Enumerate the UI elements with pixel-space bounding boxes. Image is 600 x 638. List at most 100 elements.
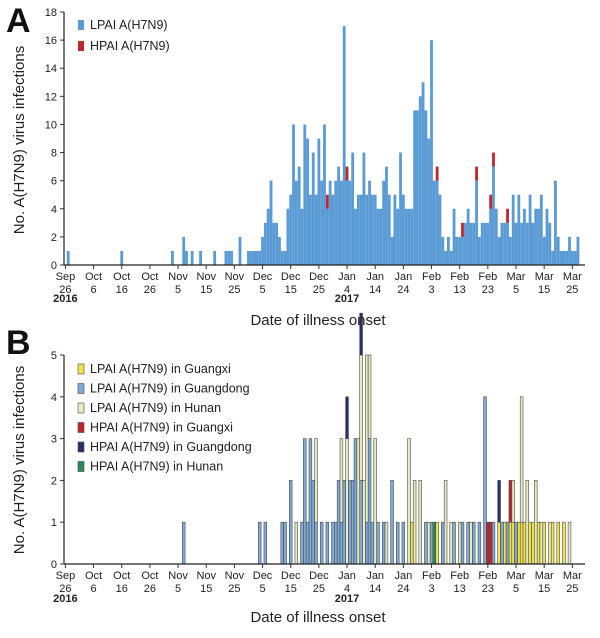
x-tick-month: Nov [196,271,216,283]
bar-guangdong-lpai [514,521,518,565]
bar-lpai [401,194,405,265]
bar-lpai [435,180,439,265]
bar-lpai [227,250,231,265]
bar-guangdong-lpai [500,521,504,565]
x-tick-year: 2017 [335,593,359,605]
bar-hunan-lpai [339,438,344,523]
bar-lpai [354,208,357,265]
panel-b-bars [181,312,572,565]
bar-lpai [483,222,487,265]
bar-guangxi-hpai [486,521,490,565]
x-tick-day: 24 [397,284,409,296]
y-tick-label: 12 [45,91,57,103]
bar-hunan-lpai [384,521,389,565]
bar-guangdong-lpai [365,521,369,565]
x-tick-day: 26 [144,583,156,595]
bar-lpai [466,208,470,265]
bar-lpai [494,208,498,265]
panel-b-xlabel: Date of illness onset [250,609,386,626]
bar-guangdong-lpai [280,521,284,565]
bar-lpai [300,208,304,265]
bar-guangxi-lpai [410,521,414,565]
bar-lpai [289,194,293,265]
bar-lpai [390,236,394,265]
bar-guangdong-lpai [300,521,304,565]
bar-lpai [120,250,124,265]
y-tick-label: 2 [51,475,57,487]
x-tick-month: Mar [535,570,554,582]
x-tick-day: 5 [259,284,265,296]
x-tick-month: Feb [422,570,441,582]
legend-label: LPAI A(H7N9) in Guangdong [90,382,250,396]
bar-lpai [303,124,307,265]
bar-hunan-lpai [426,521,431,565]
x-tick-month: Mar [507,570,526,582]
x-tick-month: Dec [281,570,301,582]
bar-guangdong-lpai [390,480,394,565]
x-tick-month: Dec [253,271,273,283]
bar-lpai [458,236,462,265]
bar-guangdong-lpai [311,480,315,565]
panel-b-legend: LPAI A(H7N9) in Guangxi LPAI A(H7N9) in G… [77,362,252,474]
bar-hunan-hpai [432,521,437,565]
bar-lpai [511,194,515,265]
panel-a-x-ticks: Sep262016Oct6Oct16Oct26Nov5Nov15Nov25Dec… [53,265,582,305]
bar-lpai [258,250,262,265]
panel-a-ylabel: No. A(H7N9) virus infections [11,46,28,234]
bar-lpai [66,250,70,265]
bar-guangdong-lpai [353,438,358,565]
bar-lpai [399,152,402,265]
legend-swatch [77,441,85,453]
bar-hunan-lpai [534,480,538,565]
bar-lpai [441,236,445,265]
legend-label: HPAI A(H7N9) in Hunan [90,460,223,474]
bar-guangdong-lpai [181,521,186,565]
x-tick-month: Oct [85,271,102,283]
bar-lpai [348,180,352,265]
bar-lpai [370,194,374,265]
bar-lpai [314,194,318,265]
x-tick-day: 25 [566,284,578,296]
bar-lpai [559,250,563,265]
panel-a-legend: LPAI A(H7N9) HPAI A(H7N9) [78,18,170,53]
x-tick-day: 4 [344,583,350,595]
bar-lpai [413,110,417,265]
bar-guangdong-lpai [477,521,482,565]
bar-lpai [283,250,287,265]
x-tick-month: Jan [338,570,356,582]
bar-lpai [449,250,453,265]
bar-lpai [472,222,476,265]
bar-guangdong-lpai [331,521,335,565]
x-tick-month: Feb [450,271,469,283]
bar-lpai [520,222,524,265]
bar-guangdong-lpai [319,521,324,565]
panel-b-axes [63,355,585,565]
bar-lpai [266,208,270,265]
bar-hpai [506,208,509,223]
bar-lpai [418,96,422,265]
bar-lpai [463,222,467,265]
bar-hunan-lpai [511,480,515,523]
bar-lpai [385,166,388,265]
bar-lpai [570,250,574,265]
bar-guangxi-lpai [503,521,507,565]
bar-lpai [247,250,250,265]
bar-lpai [469,222,473,265]
bar-lpai [416,110,419,265]
y-tick-label: 4 [51,204,57,216]
bar-lpai [334,180,338,265]
bar-lpai [545,208,549,265]
legend-label: LPAI A(H7N9) in Hunan [90,401,221,415]
bar-lpai [461,236,464,265]
bar-hunan-lpai [407,438,411,565]
y-tick-label: 18 [45,7,57,19]
bar-guangdong-lpai [376,521,380,565]
bar-hunan-lpai [367,354,372,439]
bar-guangxi-lpai [517,521,521,565]
bar-guangdong-lpai [491,521,496,565]
bar-lpai [342,26,346,265]
bar-guangdong-lpai [472,521,476,565]
bar-lpai [238,236,242,265]
bar-lpai [325,208,329,265]
bar-lpai [508,236,512,265]
